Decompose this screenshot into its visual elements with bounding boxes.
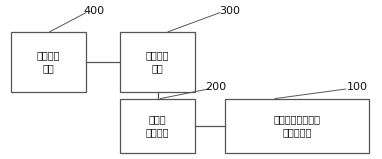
Text: 300: 300: [219, 6, 240, 16]
Bar: [225, 99, 369, 153]
Text: 100: 100: [347, 82, 367, 92]
Bar: [11, 32, 86, 92]
Text: 瞬时剪切波激励装
置驱动模块: 瞬时剪切波激励装 置驱动模块: [274, 114, 320, 137]
Text: 400: 400: [83, 6, 104, 16]
Text: 弹性分析
模块: 弹性分析 模块: [37, 50, 60, 74]
Bar: [120, 99, 195, 153]
Text: 200: 200: [205, 82, 227, 92]
Text: 剪切波
激励装置: 剪切波 激励装置: [146, 114, 169, 137]
Text: 超声检测
装置: 超声检测 装置: [146, 50, 169, 74]
Bar: [120, 32, 195, 92]
